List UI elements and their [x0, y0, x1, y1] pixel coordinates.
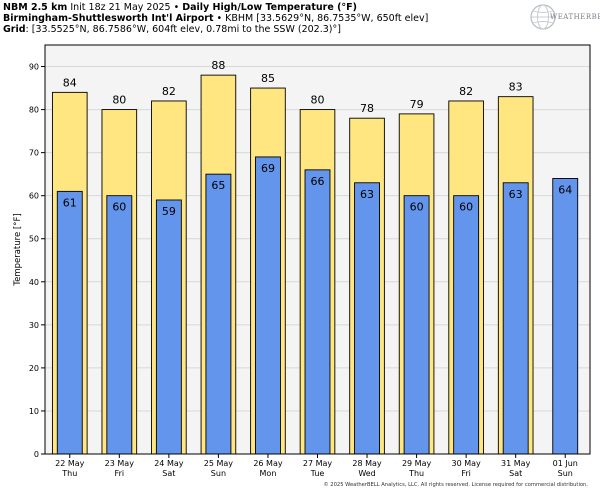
x-tick-date: 01 Jun — [553, 459, 578, 468]
header-line-station: Birmingham-Shuttlesworth Int'l Airport •… — [3, 13, 428, 25]
plot-frame — [44, 44, 591, 455]
grid-label: Grid — [3, 24, 26, 35]
copyright-notice: © 2025 WeatherBELL Analytics, LLC. All r… — [323, 482, 588, 488]
x-tick-date: 26 May — [253, 459, 283, 468]
x-tick-day: Thu — [408, 469, 424, 478]
low-value-label: 64 — [558, 183, 572, 196]
low-value-label: 69 — [261, 162, 275, 175]
x-tick-date: 22 May — [55, 459, 85, 468]
y-tick-label: 40 — [29, 278, 39, 287]
low-bar — [56, 190, 83, 455]
y-tick-label: 90 — [29, 63, 39, 72]
station-name: Birmingham-Shuttlesworth Int'l Airport — [3, 13, 214, 24]
x-tick-day: Mon — [260, 469, 277, 478]
y-tick-label: 80 — [29, 106, 39, 115]
low-bar — [403, 195, 430, 455]
x-tick-day: Fri — [115, 469, 125, 478]
logo-text: WEATHERBELL — [550, 13, 600, 21]
low-value-label: 60 — [112, 201, 126, 214]
high-value-label: 85 — [261, 72, 275, 85]
weatherbell-globe-icon — [530, 4, 556, 30]
grid-info: : [33.5525°N, 86.7586°W, 604ft elev, 0.7… — [25, 24, 341, 35]
low-bar — [552, 178, 579, 455]
y-tick-label: 70 — [29, 149, 39, 158]
chart-title: Daily High/Low Temperature (°F) — [182, 2, 358, 13]
high-value-label: 82 — [459, 85, 473, 98]
low-bar — [453, 195, 480, 455]
low-bar — [106, 195, 133, 455]
y-axis-label: Temperature [°F] — [13, 213, 23, 286]
x-tick-date: 31 May — [501, 459, 531, 468]
high-value-label: 88 — [211, 59, 225, 72]
header-line-grid: Grid: [33.5525°N, 86.7586°W, 604ft elev,… — [3, 24, 341, 36]
low-value-label: 60 — [459, 201, 473, 214]
weatherbell-logo: WEATHERBELL — [528, 1, 600, 35]
x-tick-day: Thu — [61, 469, 77, 478]
x-tick-date: 23 May — [105, 459, 135, 468]
y-tick-label: 30 — [29, 321, 39, 330]
high-value-label: 83 — [509, 81, 523, 94]
x-tick-day: Sun — [558, 469, 573, 478]
low-value-label: 63 — [360, 188, 374, 201]
low-bar — [304, 169, 331, 455]
low-bar — [502, 182, 529, 455]
station-info: • KBHM [33.5629°N, 86.7535°W, 650ft elev… — [213, 13, 429, 24]
low-value-label: 66 — [311, 175, 325, 188]
x-tick-date: 27 May — [303, 459, 333, 468]
y-tick-label: 0 — [34, 450, 39, 459]
high-value-label: 80 — [112, 94, 126, 107]
low-value-label: 60 — [410, 201, 424, 214]
y-tick-label: 20 — [29, 364, 39, 373]
init-time: Init 18z 21 May 2025 • — [67, 2, 183, 13]
x-tick-day: Fri — [461, 469, 471, 478]
high-value-label: 84 — [63, 76, 77, 89]
high-value-label: 78 — [360, 102, 374, 115]
x-tick-date: 24 May — [154, 459, 184, 468]
y-tick-label: 10 — [29, 407, 39, 416]
low-bar — [255, 156, 281, 455]
y-tick-label: 50 — [29, 235, 39, 244]
x-tick-date: 30 May — [452, 459, 482, 468]
header-line-model: NBM 2.5 km Init 18z 21 May 2025 • Daily … — [3, 2, 357, 14]
low-bar — [205, 173, 232, 455]
y-tick-label: 60 — [29, 192, 39, 201]
x-tick-date: 25 May — [204, 459, 234, 468]
low-value-label: 61 — [63, 196, 77, 209]
x-tick-day: Wed — [358, 469, 375, 478]
high-value-label: 82 — [162, 85, 176, 98]
low-value-label: 59 — [162, 205, 176, 218]
low-value-label: 63 — [509, 188, 523, 201]
x-tick-day: Sun — [211, 469, 226, 478]
high-value-label: 79 — [410, 98, 424, 111]
x-tick-date: 28 May — [352, 459, 382, 468]
x-tick-day: Sat — [509, 469, 522, 478]
high-value-label: 80 — [311, 94, 325, 107]
low-bar — [354, 182, 380, 455]
x-tick-date: 29 May — [402, 459, 432, 468]
model-name: NBM 2.5 km — [3, 2, 68, 13]
x-tick-day: Tue — [310, 469, 325, 478]
low-value-label: 65 — [211, 179, 225, 192]
low-bar — [155, 199, 182, 455]
x-tick-day: Sat — [162, 469, 175, 478]
